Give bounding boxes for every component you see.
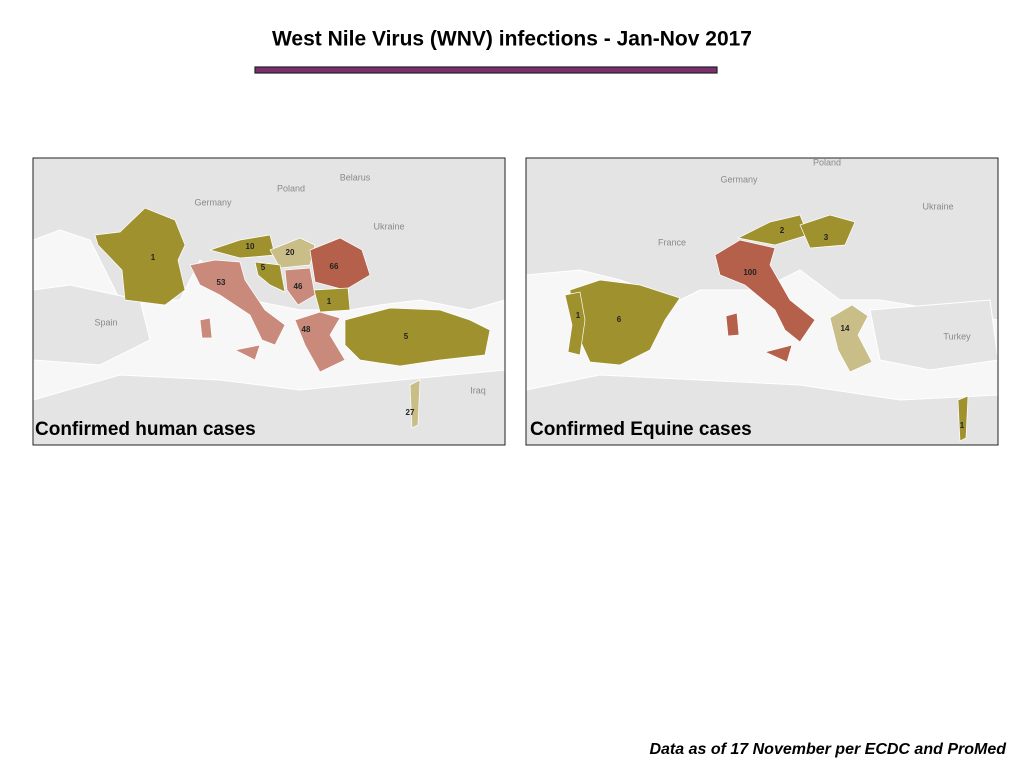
place-name: Belarus: [340, 172, 371, 182]
map-frame: [32, 157, 506, 446]
place-name: Ukraine: [373, 221, 404, 231]
case-label: 14: [841, 324, 850, 333]
france: [94, 207, 186, 306]
case-label: 3: [824, 233, 829, 242]
case-label: 10: [246, 242, 255, 251]
land: [526, 374, 998, 445]
land: [869, 299, 998, 371]
map-caption: Confirmed Equine cases: [530, 419, 752, 440]
croatia: [254, 261, 286, 293]
equine-map: Poland Germany Ukraine France Turkey 2 3…: [526, 157, 998, 445]
map-caption: Confirmed human cases: [35, 419, 256, 440]
case-label: 48: [302, 325, 311, 334]
portugal: [564, 291, 586, 356]
italy: [189, 259, 286, 361]
place-name: Poland: [277, 183, 305, 193]
romania: [309, 237, 371, 291]
greece: [829, 304, 873, 373]
land: [33, 369, 505, 445]
human-map: Poland Belarus Germany Ukraine Spain Ira…: [33, 158, 505, 445]
bulgaria: [313, 287, 351, 313]
case-label: 1: [151, 253, 156, 262]
case-label: 2: [780, 226, 785, 235]
case-label: 27: [406, 408, 415, 417]
case-label: 46: [294, 282, 303, 291]
case-label: 53: [217, 278, 226, 287]
case-label: 66: [330, 262, 339, 271]
place-name: France: [658, 237, 686, 247]
case-label: 1: [960, 421, 965, 430]
place-name: Spain: [94, 317, 117, 327]
israel: [957, 395, 969, 442]
case-label: 20: [286, 248, 295, 257]
title-rule: [254, 66, 718, 74]
serbia: [284, 267, 316, 306]
hungary: [799, 214, 856, 249]
place-name: Poland: [813, 157, 841, 167]
austria: [208, 234, 276, 259]
case-label: 1: [576, 311, 581, 320]
place-name: Germany: [720, 174, 758, 184]
italy: [714, 239, 816, 363]
greece: [294, 311, 346, 373]
case-label: 100: [743, 268, 757, 277]
israel: [409, 379, 421, 429]
case-label: 5: [261, 263, 266, 272]
land: [33, 284, 151, 366]
place-name: Ukraine: [922, 201, 953, 211]
place-name: Iraq: [470, 385, 486, 395]
place-name: Turkey: [943, 331, 971, 341]
map-frame: [525, 157, 999, 446]
case-label: 6: [617, 315, 622, 324]
title: West Nile Virus (WNV) infections - Jan-N…: [272, 28, 752, 51]
turkey: [344, 307, 491, 367]
place-name: Germany: [194, 197, 232, 207]
case-label: 5: [404, 332, 409, 341]
case-label: 1: [327, 297, 332, 306]
footnote: Data as of 17 November per ECDC and ProM…: [649, 741, 1007, 758]
